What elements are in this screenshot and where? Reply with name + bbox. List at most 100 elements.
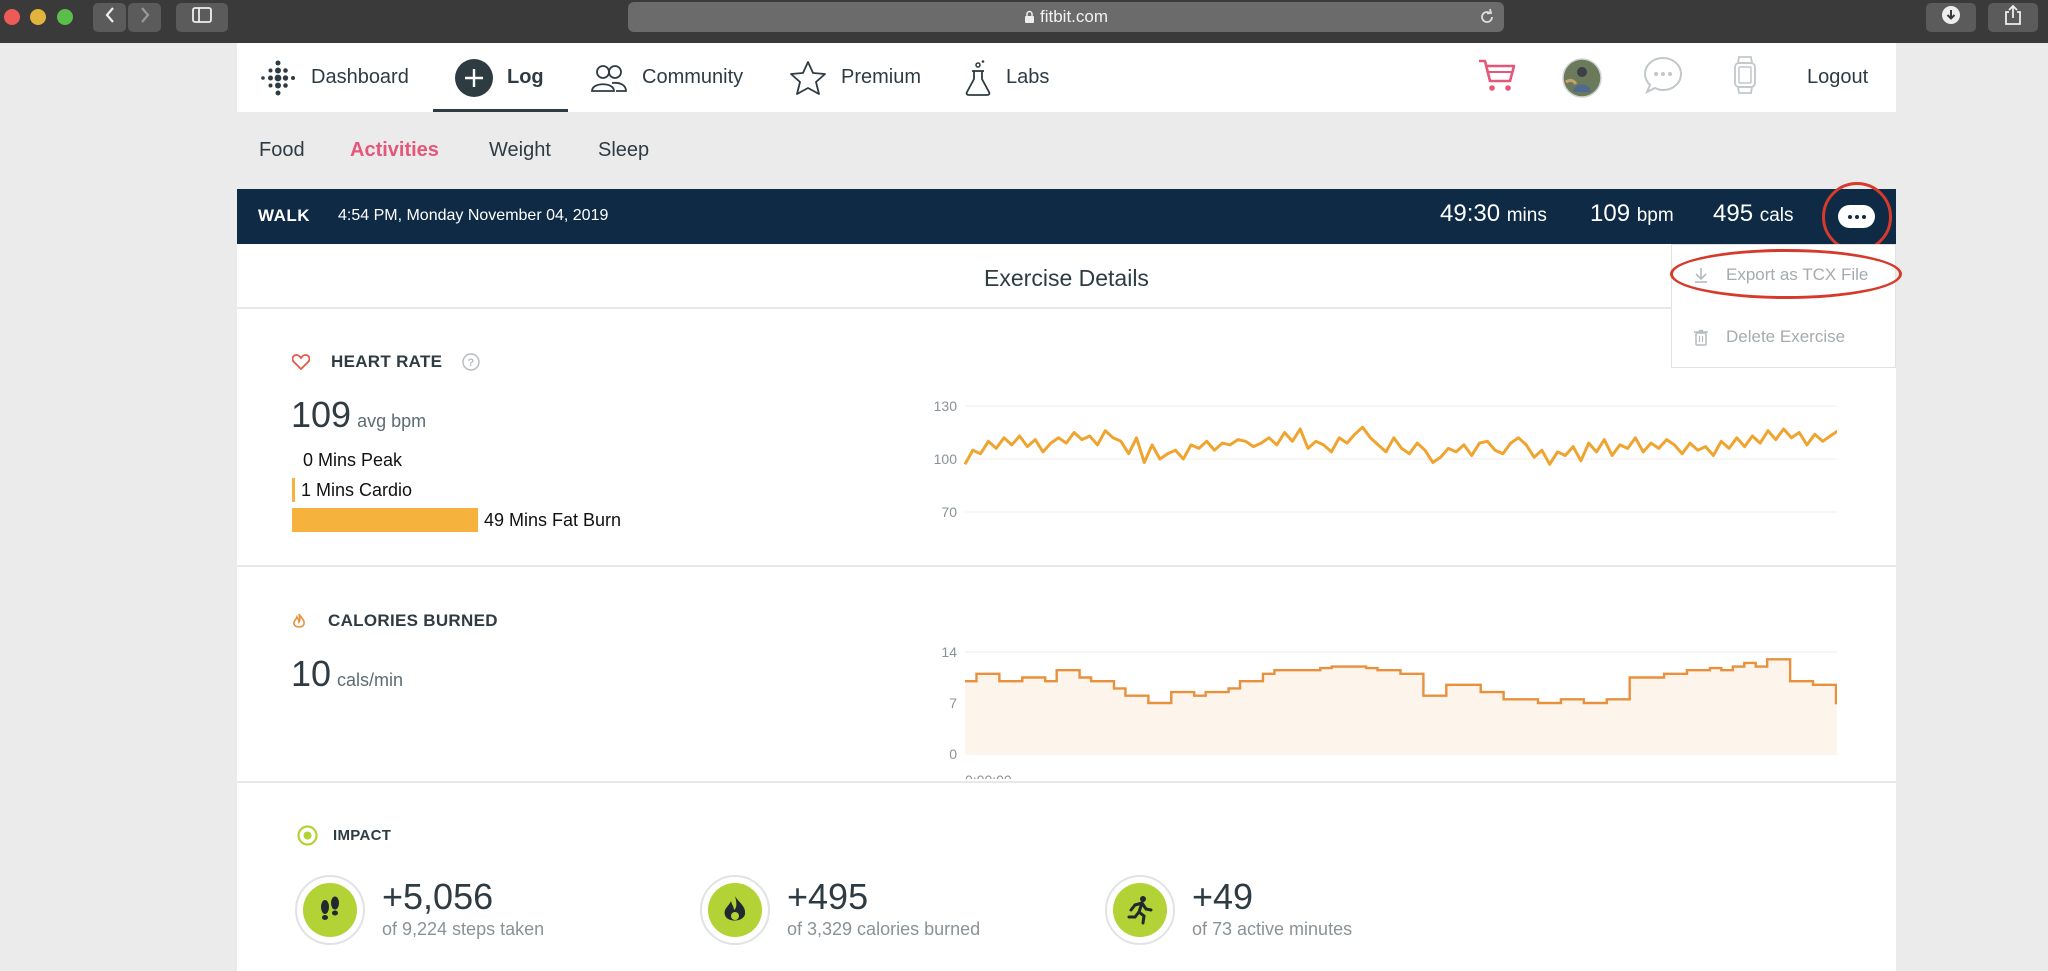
- calories-series-line: [965, 658, 1837, 705]
- nav-active-indicator: [433, 109, 568, 112]
- top-navigation: Dashboard Log Community Premium Labs: [237, 43, 1896, 112]
- star-icon: [789, 60, 827, 96]
- area-fill: [965, 659, 1837, 754]
- fitbit-logo-icon: [259, 59, 297, 97]
- url-text: fitbit.com: [1039, 7, 1109, 26]
- impact-active-badge: [1105, 875, 1175, 945]
- duration-unit: mins: [1506, 205, 1547, 226]
- activity-duration: 49:30 mins: [1440, 200, 1547, 228]
- y-tick-label: 7: [949, 695, 957, 711]
- y-tick-label: 0: [949, 746, 957, 762]
- divider: [237, 565, 1896, 567]
- nav-community-label: Community: [642, 66, 744, 88]
- exercise-details-panel: Exercise Details HEART RATE ? 109 avg bpm…: [237, 244, 1896, 971]
- impact-steps-sub: of 9,224 steps taken: [382, 919, 545, 939]
- runner-icon: [1127, 896, 1153, 925]
- avatar[interactable]: [1562, 43, 1602, 112]
- share-icon: [2004, 4, 2022, 31]
- y-tick-label: 14: [941, 644, 957, 660]
- help-icon[interactable]: ?: [462, 353, 480, 371]
- impact-calories-badge: [700, 875, 770, 945]
- address-bar[interactable]: fitbit.com: [628, 2, 1504, 32]
- target-icon: [297, 825, 318, 846]
- subnav-activities[interactable]: Activities: [350, 139, 439, 161]
- cals-unit: cals: [1759, 205, 1794, 226]
- heart-rate-series-line: [963, 425, 1837, 466]
- trash-icon: [1694, 329, 1708, 346]
- calories-rate: 10 cals/min: [291, 653, 403, 695]
- zone-peak-label: 0 Mins Peak: [303, 449, 403, 470]
- heart-rate-label: HEART RATE: [331, 352, 443, 371]
- nav-labs-label: Labs: [1006, 66, 1050, 88]
- nav-premium[interactable]: Premium: [789, 43, 921, 112]
- sidebar-toggle-button[interactable]: [176, 3, 228, 32]
- calories-rate-value: 10: [291, 653, 332, 694]
- chat-bubble-icon: [1642, 55, 1684, 101]
- nav-dashboard-label: Dashboard: [311, 66, 409, 88]
- zone-cardio: 1 Mins Cardio: [292, 478, 412, 502]
- zone-fat-burn-bar: [292, 508, 478, 532]
- smartwatch-icon: [1731, 55, 1759, 101]
- calories-label: CALORIES BURNED: [328, 611, 498, 630]
- flask-icon: [964, 59, 992, 97]
- activity-datetime: 4:54 PM, Monday November 04, 2019: [338, 207, 609, 224]
- zone-fat-burn-label: 49 Mins Fat Burn: [484, 509, 622, 530]
- nav-dashboard[interactable]: Dashboard: [259, 43, 409, 112]
- sidebar-icon: [192, 7, 212, 28]
- activity-header-bar: WALK 4:54 PM, Monday November 04, 2019 4…: [237, 189, 1896, 244]
- nav-community[interactable]: Community: [590, 43, 743, 112]
- impact-label: IMPACT: [333, 827, 392, 844]
- nav-labs[interactable]: Labs: [964, 43, 1049, 112]
- impact-active-sub: of 73 active minutes: [1192, 919, 1353, 939]
- heart-rate-avg-value: 109: [291, 394, 352, 435]
- back-button[interactable]: [93, 3, 126, 32]
- impact-steps-badge: [295, 875, 365, 945]
- subnav-sleep[interactable]: Sleep: [598, 139, 650, 161]
- minimize-window-button[interactable]: [30, 9, 46, 25]
- zone-cardio-bar: [292, 478, 295, 502]
- chevron-left-icon: [104, 6, 116, 29]
- y-tick-label: 70: [941, 504, 957, 520]
- nav-log[interactable]: Log: [455, 43, 544, 112]
- downloads-button[interactable]: [1926, 3, 1976, 32]
- y-tick-label: 100: [934, 451, 958, 467]
- chevron-right-icon: [139, 6, 151, 29]
- download-icon: [1941, 5, 1961, 30]
- calories-rate-unit: cals/min: [337, 670, 404, 690]
- heart-rate-chart: 130100700:00:0000:49:3000:49:30: [934, 398, 1837, 520]
- calories-title: CALORIES BURNED: [292, 611, 498, 631]
- delete-exercise-menu-item[interactable]: Delete Exercise: [1672, 307, 1897, 367]
- forward-button[interactable]: [128, 3, 161, 32]
- bpm-value: 109: [1590, 200, 1631, 227]
- logout-link[interactable]: Logout: [1807, 66, 1869, 88]
- impact-steps-value: +5,056: [382, 876, 494, 917]
- profile-photo-icon: [1562, 57, 1602, 98]
- activity-bpm: 109 bpm: [1590, 200, 1674, 228]
- reload-icon[interactable]: [1478, 8, 1496, 26]
- y-tick-label: 130: [934, 398, 958, 414]
- nav-log-label: Log: [507, 66, 544, 88]
- subnav-food[interactable]: Food: [259, 139, 305, 161]
- divider: [237, 307, 1896, 309]
- exercise-details-title: Exercise Details: [984, 265, 1149, 291]
- impact-active-minutes: +49 of 73 active minutes: [1105, 875, 1352, 945]
- impact-steps: +5,056 of 9,224 steps taken: [295, 875, 544, 945]
- footsteps-icon: [321, 896, 339, 920]
- maximize-window-button[interactable]: [57, 9, 73, 25]
- calories-chart: 14700:00:0000:49:3000:49:302.1 cals/min: [941, 644, 1837, 779]
- plus-circle-icon: [455, 58, 493, 97]
- heart-rate-average: 109 avg bpm: [291, 394, 426, 436]
- close-window-button[interactable]: [4, 9, 20, 25]
- cart-button[interactable]: [1477, 43, 1517, 112]
- messages-button[interactable]: [1642, 43, 1684, 112]
- highlight-circle: [1822, 182, 1892, 252]
- zone-peak: 0 Mins Peak: [292, 448, 402, 472]
- impact-active-value: +49: [1192, 876, 1254, 917]
- share-button[interactable]: [1988, 3, 2038, 32]
- community-icon: [590, 63, 628, 93]
- impact-calories: +495 of 3,329 calories burned: [700, 875, 980, 945]
- subnav-weight[interactable]: Weight: [489, 139, 551, 161]
- zone-cardio-label: 1 Mins Cardio: [301, 479, 413, 500]
- delete-exercise-label: Delete Exercise: [1726, 327, 1846, 346]
- device-button[interactable]: [1731, 43, 1759, 112]
